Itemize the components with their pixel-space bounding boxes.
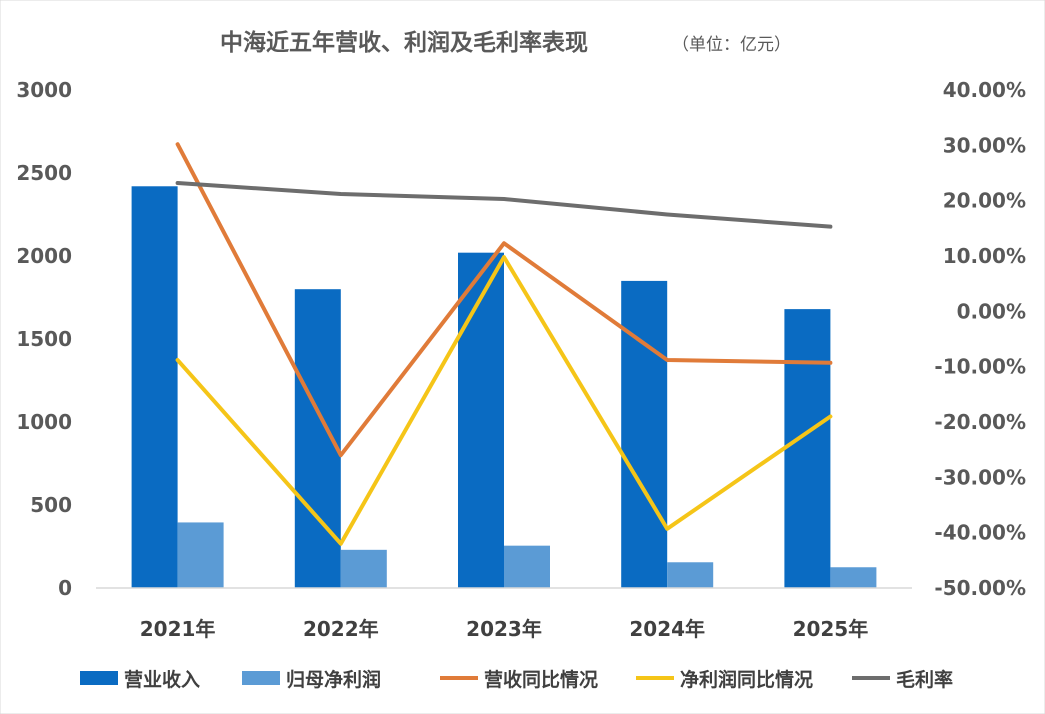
- category-label: 2022年: [303, 617, 379, 641]
- legend-label: 营收同比情况: [484, 668, 598, 691]
- category-label: 2025年: [793, 617, 869, 641]
- bar-revenue-2: [458, 252, 504, 588]
- left-tick-label: 0: [58, 576, 72, 600]
- legend-label: 毛利率: [896, 668, 953, 691]
- right-axis-ticks: -50.00% -40.00% -30.00% -20.00% -10.00% 0.00%…: [934, 78, 1026, 600]
- right-tick-label: 0.00%: [957, 299, 1026, 323]
- legend: 营业收入 归母净利润 营收同比情况 净利润同比情况 毛利率: [80, 668, 953, 691]
- left-tick-label: 500: [30, 493, 72, 517]
- bar-net-profit-1: [340, 549, 387, 588]
- category-labels: 2021年 2022年 2023年 2024年 2025年: [140, 617, 868, 641]
- legend-label: 归母净利润: [286, 668, 381, 691]
- left-tick-label: 2500: [16, 161, 72, 185]
- chart-title: 中海近五年营收、利润及毛利率表现: [220, 29, 588, 56]
- bars-layer: [131, 186, 877, 588]
- right-tick-label: -50.00%: [934, 576, 1026, 600]
- legend-swatch: [242, 671, 280, 685]
- left-tick-label: 1000: [16, 410, 72, 434]
- bar-revenue-3: [621, 280, 668, 588]
- revenue-yoy-line: [175, 142, 833, 458]
- category-label: 2023年: [466, 617, 542, 641]
- right-tick-label: -30.00%: [934, 465, 1026, 489]
- bar-net-profit-2: [504, 545, 550, 588]
- left-tick-label: 3000: [16, 78, 72, 102]
- profit-yoy-line: [175, 255, 833, 546]
- bar-revenue-0: [131, 186, 178, 588]
- gross-margin-line: [175, 180, 833, 229]
- category-label: 2024年: [629, 617, 705, 641]
- left-tick-label: 2000: [16, 244, 72, 268]
- right-tick-label: 30.00%: [943, 133, 1026, 157]
- right-tick-label: -40.00%: [934, 521, 1026, 545]
- left-tick-label: 1500: [16, 327, 72, 351]
- bar-net-profit-4: [830, 567, 877, 588]
- bar-revenue-4: [784, 309, 831, 588]
- right-tick-label: -10.00%: [934, 355, 1026, 379]
- right-tick-label: -20.00%: [934, 410, 1026, 434]
- right-tick-label: 10.00%: [943, 244, 1026, 268]
- right-tick-label: 20.00%: [943, 189, 1026, 213]
- right-tick-label: 40.00%: [943, 78, 1026, 102]
- bar-net-profit-0: [177, 522, 224, 588]
- left-axis-ticks: 0 500 1000 1500 2000 2500 3000: [16, 78, 72, 600]
- bar-net-profit-3: [667, 562, 714, 588]
- legend-label: 净利润同比情况: [680, 668, 813, 691]
- chart-unit-note: （单位：亿元）: [672, 35, 791, 55]
- lines-layer: [175, 142, 833, 546]
- legend-swatch: [80, 671, 118, 685]
- legend-label: 营业收入: [124, 668, 200, 691]
- category-label: 2021年: [140, 617, 216, 641]
